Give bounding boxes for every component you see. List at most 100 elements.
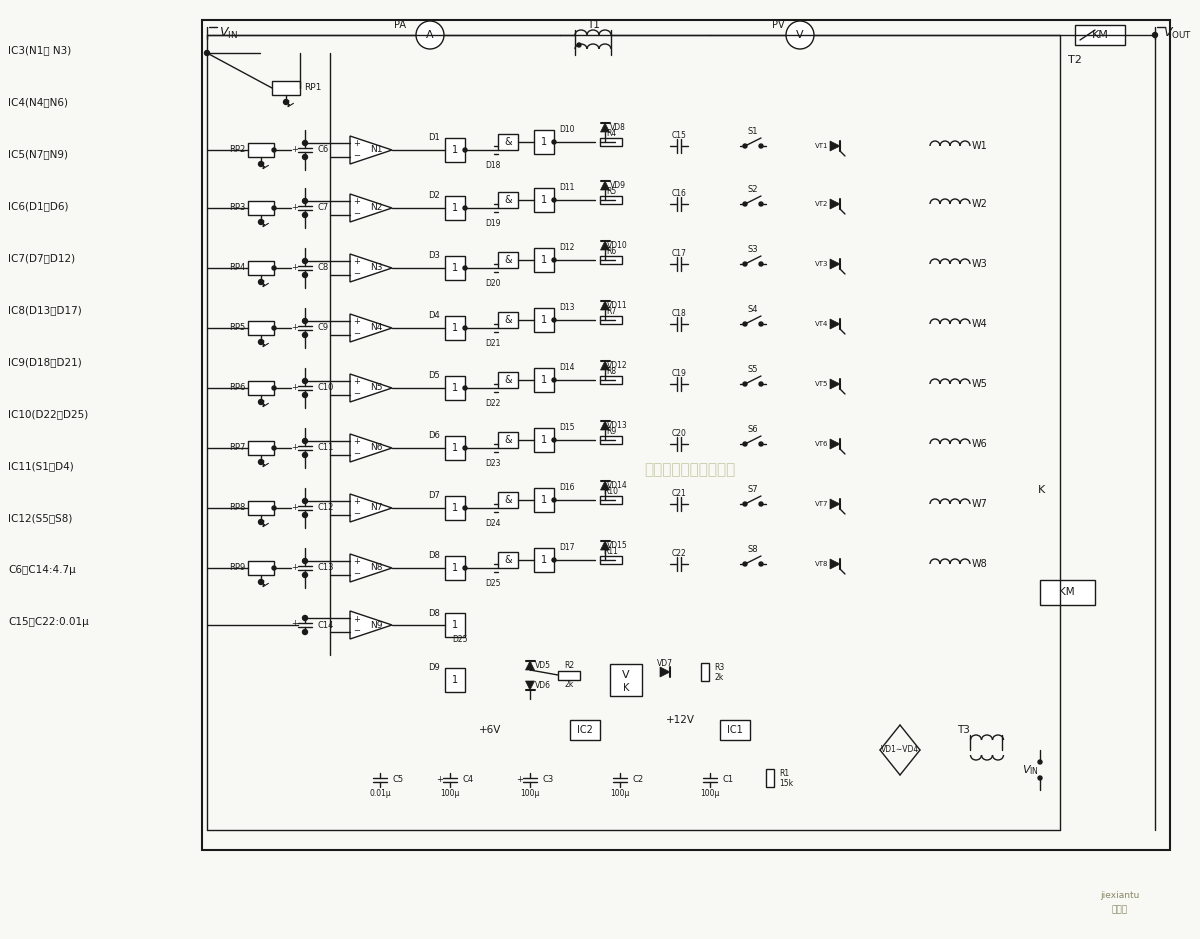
Text: W4: W4 [972,319,988,329]
Text: V: V [622,670,630,680]
Text: +: + [354,438,360,447]
Circle shape [302,513,307,517]
Circle shape [552,498,556,502]
Text: D6: D6 [428,432,440,440]
Circle shape [552,558,556,562]
Polygon shape [350,374,392,402]
Bar [248,441,274,455]
Circle shape [302,573,307,577]
Text: C9: C9 [317,324,328,332]
Polygon shape [600,123,610,132]
Polygon shape [350,194,392,222]
Circle shape [1152,33,1158,38]
Text: N1: N1 [370,146,383,155]
Text: IC10(D22～D25): IC10(D22～D25) [8,409,89,419]
Bar [248,201,274,215]
Circle shape [258,459,264,465]
Text: 100μ: 100μ [440,789,460,797]
Text: RP3: RP3 [229,204,245,212]
Text: D20: D20 [485,280,500,288]
Text: W6: W6 [972,439,988,449]
Text: 1: 1 [541,435,547,445]
Circle shape [272,148,276,152]
Bar [445,496,466,520]
Text: R1: R1 [779,768,790,777]
Text: +: + [354,197,360,207]
Text: C10: C10 [317,383,334,393]
Text: S7: S7 [748,485,758,495]
Polygon shape [350,554,392,582]
Circle shape [552,140,556,144]
Text: &: & [504,495,512,505]
Text: +: + [292,620,299,628]
Text: D13: D13 [559,303,575,313]
Text: D5: D5 [428,372,440,380]
Text: 2k: 2k [564,680,574,689]
Text: VD13: VD13 [607,421,628,430]
Text: IC9(D18～D21): IC9(D18～D21) [8,357,82,367]
Text: +: + [354,257,360,267]
Circle shape [743,202,748,206]
Text: C17: C17 [672,250,686,258]
Text: 1: 1 [452,563,458,573]
Text: D18: D18 [485,162,500,171]
Bar [534,130,554,154]
Bar [534,188,554,212]
Polygon shape [350,434,392,462]
Polygon shape [350,136,392,164]
Circle shape [302,141,307,146]
Text: N3: N3 [370,264,383,272]
Text: 1: 1 [452,145,458,155]
Bar [445,196,466,220]
Text: V: V [796,30,804,40]
Text: 1: 1 [541,555,547,565]
Text: −: − [354,626,360,636]
Text: R11: R11 [604,546,618,556]
Bar [445,613,466,637]
Text: $V_{\rm IN}$: $V_{\rm IN}$ [220,25,238,40]
Text: +: + [354,558,360,566]
Circle shape [272,266,276,270]
Text: C7: C7 [317,204,329,212]
Text: W2: W2 [972,199,988,209]
Text: +: + [354,498,360,506]
Bar [445,316,466,340]
Text: RP7: RP7 [229,443,245,453]
Circle shape [743,502,748,506]
Circle shape [552,318,556,322]
Text: 图电子: 图电子 [1112,905,1128,915]
Bar [248,143,274,157]
Text: R2: R2 [564,661,574,670]
Circle shape [760,442,763,446]
Circle shape [760,322,763,326]
Circle shape [258,162,264,166]
Bar [498,552,518,568]
Text: N8: N8 [370,563,383,573]
Text: VD15: VD15 [607,541,628,550]
Text: C20: C20 [672,429,686,439]
Polygon shape [600,241,610,250]
Bar [445,436,466,460]
Bar [445,376,466,400]
Text: 1: 1 [541,375,547,385]
Bar [248,561,274,575]
Text: 1: 1 [452,503,458,513]
Text: PA: PA [394,20,406,30]
Text: W3: W3 [972,259,988,269]
Polygon shape [830,259,840,269]
Text: RP9: RP9 [229,563,245,573]
Bar [534,308,554,332]
Text: −: − [354,390,360,398]
Circle shape [463,266,467,270]
Text: C6～C14:4.7μ: C6～C14:4.7μ [8,565,76,575]
Bar [445,138,466,162]
Bar [498,252,518,268]
Text: IC6(D1～D6): IC6(D1～D6) [8,201,68,211]
Circle shape [463,386,467,390]
Text: R10: R10 [604,486,618,496]
Circle shape [552,198,556,202]
Text: D9: D9 [428,664,440,672]
Text: +: + [354,614,360,623]
Bar [534,548,554,572]
Circle shape [786,21,814,49]
